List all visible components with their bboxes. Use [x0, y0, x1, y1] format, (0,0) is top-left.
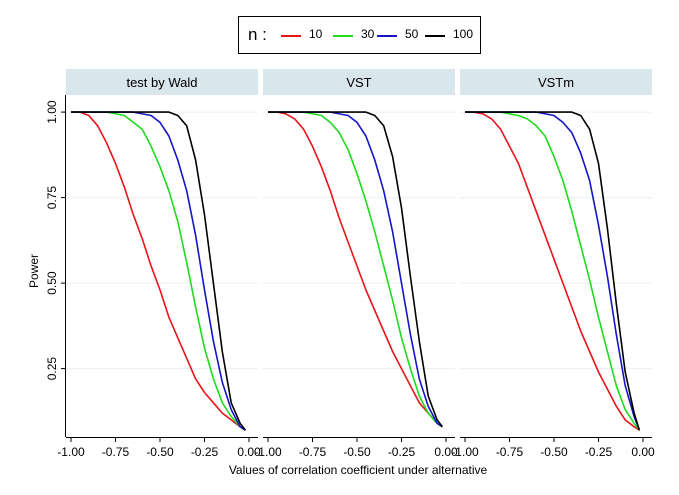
- x-tick-label: -1.00: [451, 445, 479, 459]
- series-line-n10: [71, 111, 246, 431]
- y-tick-label: 0.50: [45, 271, 59, 295]
- series-line-n50: [71, 111, 246, 431]
- series-line-n50: [465, 111, 641, 431]
- panels-group: test by Wald -1.00 -0.75 -0.50 -0.25 0.00 VST -…: [45, 69, 655, 459]
- x-tick-label: 0.00: [434, 445, 458, 459]
- legend-label-100: 100: [453, 27, 474, 41]
- panel-strip: [66, 69, 258, 95]
- x-tick-label: -0.25: [388, 445, 416, 459]
- x-axis-label: Values of correlation coefficient under …: [229, 463, 488, 477]
- x-tick-label: -1.00: [254, 445, 282, 459]
- series-line-n10: [268, 111, 443, 428]
- panel-title: test by Wald: [126, 75, 197, 90]
- legend-swatch-50: [377, 35, 397, 37]
- x-tick-label: -1.00: [57, 445, 85, 459]
- legend-title: n :: [248, 25, 267, 44]
- panel-title: VST: [346, 75, 371, 90]
- series-line-n30: [71, 111, 246, 431]
- y-tick-label: 0.75: [45, 186, 59, 210]
- legend-label-50: 50: [405, 27, 419, 41]
- x-tick-label: -0.50: [540, 445, 568, 459]
- y-tick-label: 0.25: [45, 357, 59, 381]
- series-line-n100: [465, 111, 641, 431]
- series-line-n10: [465, 111, 640, 431]
- legend-swatch-10: [281, 35, 301, 37]
- series-line-n30: [268, 111, 443, 428]
- series-line-n50: [268, 111, 443, 428]
- x-tick-label: -0.75: [102, 445, 130, 459]
- x-tick-label: -0.25: [585, 445, 613, 459]
- x-tick-label: -0.25: [191, 445, 219, 459]
- y-axis-label: Power: [27, 254, 41, 288]
- x-tick-label: 0.00: [631, 445, 655, 459]
- legend-label-30: 30: [361, 27, 375, 41]
- x-tick-label: -0.75: [496, 445, 524, 459]
- legend-label-10: 10: [309, 27, 323, 41]
- series-line-n100: [268, 111, 444, 428]
- series-line-n30: [465, 111, 641, 431]
- legend: n : 10 30 50 100: [238, 16, 481, 54]
- x-tick-label: -0.50: [343, 445, 371, 459]
- x-tick-label: 0.00: [237, 445, 261, 459]
- panel-title: VSTm: [538, 75, 574, 90]
- x-tick-label: -0.75: [299, 445, 327, 459]
- x-tick-label: -0.50: [146, 445, 174, 459]
- panel-strip: [460, 69, 652, 95]
- legend-swatch-100: [425, 35, 445, 37]
- series-line-n100: [71, 111, 247, 431]
- y-tick-label: 1.00: [45, 100, 59, 124]
- panel-strip: [263, 69, 455, 95]
- legend-swatch-30: [333, 35, 353, 37]
